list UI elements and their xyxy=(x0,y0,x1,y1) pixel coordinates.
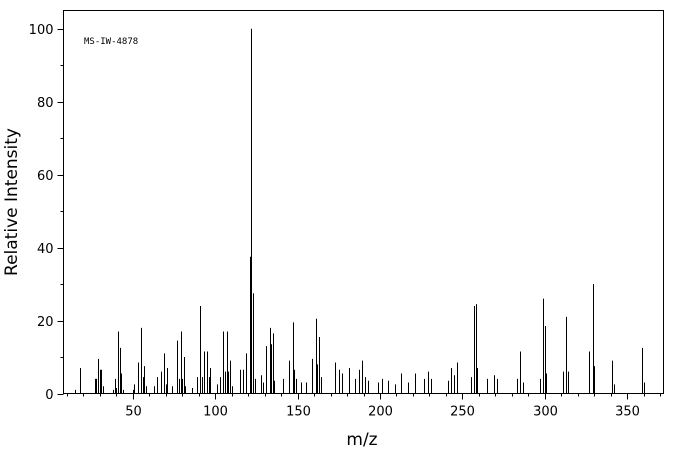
y-tick-label: 80 xyxy=(37,96,54,111)
x-tick-label: 350 xyxy=(615,405,640,420)
y-tick-label: 40 xyxy=(37,242,54,257)
y-axis-title: Relative Intensity xyxy=(2,128,22,276)
y-tick-label: 0 xyxy=(45,388,53,403)
y-tick-label: 20 xyxy=(37,315,54,330)
y-axis-ticks: 0 20 40 60 80 100 xyxy=(29,23,64,403)
y-tick-label: 100 xyxy=(29,23,54,38)
spectrum-id-annotation: MS-IW-4878 xyxy=(84,37,138,47)
x-axis-title: m/z xyxy=(346,430,377,450)
x-axis-ticks: 50 100 150 200 250 300 350 xyxy=(67,393,661,420)
peak-group xyxy=(75,28,645,394)
x-tick-label: 300 xyxy=(533,405,558,420)
x-tick-label: 250 xyxy=(450,405,475,420)
x-tick-label: 150 xyxy=(286,405,311,420)
x-tick-label: 200 xyxy=(368,405,393,420)
plot-frame xyxy=(63,10,664,394)
x-tick-label: 50 xyxy=(125,405,142,420)
y-tick-label: 60 xyxy=(37,169,54,184)
x-tick-label: 100 xyxy=(203,405,228,420)
